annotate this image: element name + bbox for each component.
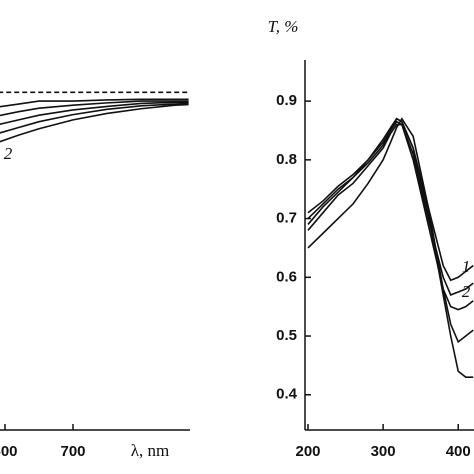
line-series [307,117,474,378]
line-series [0,98,189,108]
y-tick-label: 0.9 [276,92,297,109]
x-tick-label: 600 [0,443,18,460]
line-series [0,102,189,134]
x-tick-label: 700 [60,443,85,460]
curve-label: 2 [462,282,471,301]
y-tick-label: 0.7 [276,210,297,227]
y-tick-label: 0.8 [276,151,297,168]
x-axis-label: λ, nm [131,441,169,460]
y-tick-label: 0.5 [276,327,297,344]
y-tick-label: 0.6 [276,268,297,285]
curve-label: 1 [462,257,471,276]
line-series [307,120,474,296]
line-series [0,103,189,143]
x-tick-label: 400 [446,443,471,460]
line-series [307,123,474,311]
line-series [0,101,189,126]
y-tick-label: 0.4 [276,386,298,403]
x-tick-label: 200 [295,443,320,460]
line-series [0,100,189,117]
x-tick-label: 300 [371,443,396,460]
curve-label: 2 [4,144,13,163]
line-series [307,117,474,344]
y-axis-label: T, % [268,17,299,36]
